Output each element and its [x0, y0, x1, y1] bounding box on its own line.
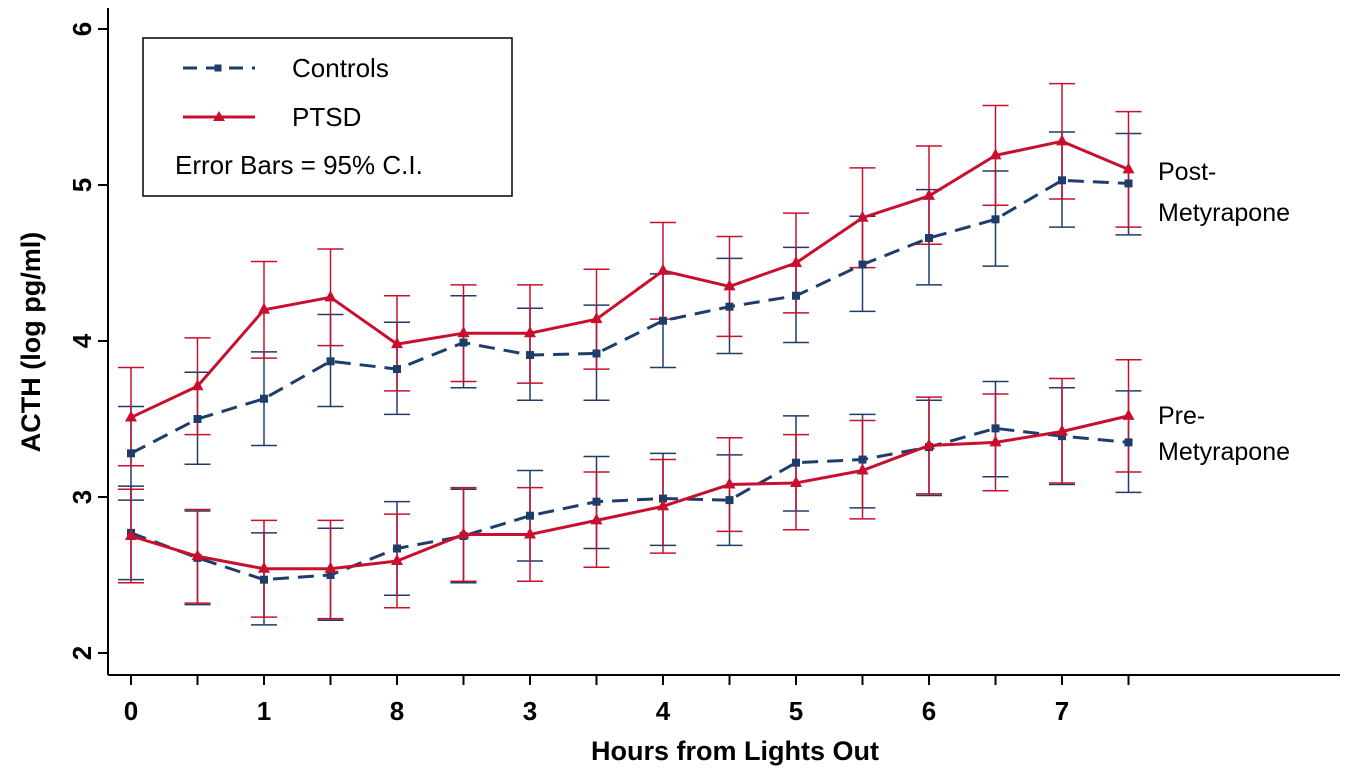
controls-post-metyrapone-point	[193, 415, 202, 423]
controls-post-metyrapone-point	[1124, 179, 1133, 188]
controls-post-metyrapone-line	[130, 178, 1129, 455]
x-tick-label: 6	[922, 696, 936, 726]
controls-post-metyrapone-point	[260, 394, 268, 403]
annotation-pre-line2: Metyrapone	[1158, 438, 1290, 466]
y-tick-label: 4	[67, 333, 97, 348]
ptsd-pre-metyrapone-line	[130, 414, 1129, 571]
ptsd-post-metyrapone-point	[125, 410, 137, 422]
controls-pre-metyrapone-point	[526, 511, 534, 520]
controls-pre-metyrapone-point	[1124, 438, 1133, 447]
controls-pre-metyrapone-point	[725, 496, 734, 505]
controls-post-metyrapone-point	[725, 302, 734, 311]
legend-controls-marker	[214, 64, 222, 72]
ptsd-pre-metyrapone-point	[125, 529, 137, 540]
controls-post-metyrapone-point	[858, 260, 867, 269]
y-tick-label: 5	[67, 178, 97, 192]
x-tick-label: 7	[1055, 696, 1069, 726]
y-tick-label: 2	[67, 646, 97, 660]
ptsd-pre-metyrapone-point	[524, 527, 536, 539]
ptsd-pre-metyrapone-point	[1122, 408, 1135, 420]
ptsd-post-metyrapone-point	[324, 290, 337, 302]
controls-pre-metyrapone-point	[393, 544, 401, 553]
ptsd-pre-metyrapone-point	[590, 513, 603, 525]
ptsd-post-metyrapone-point	[657, 263, 669, 275]
annotation-pre-line1: Pre-	[1158, 402, 1205, 430]
controls-post-metyrapone-point	[925, 234, 933, 243]
ptsd-post-metyrapone-point	[258, 302, 270, 314]
series-lines	[130, 139, 1130, 582]
x-tick-label: 5	[789, 696, 803, 726]
controls-pre-metyrapone-point	[792, 458, 800, 467]
series-markers	[125, 134, 1135, 584]
y-axis-title: ACTH (log pg/ml)	[16, 232, 46, 452]
ptsd-post-metyrapone-line	[130, 139, 1130, 419]
controls-post-metyrapone-point	[1058, 176, 1066, 185]
controls-post-metyrapone-point	[393, 365, 401, 374]
controls-pre-metyrapone-point	[659, 494, 667, 503]
ptsd-post-metyrapone-point	[1056, 134, 1068, 146]
legend-controls-label: Controls	[292, 53, 389, 83]
x-tick-label: 0	[124, 696, 138, 726]
ptsd-pre-metyrapone-point	[324, 561, 337, 573]
controls-pre-metyrapone-point	[991, 424, 1000, 433]
ptsd-post-metyrapone-point	[1122, 162, 1135, 174]
x-tick-label: 3	[523, 696, 537, 726]
x-tick-label: 8	[390, 696, 404, 726]
controls-post-metyrapone-point	[459, 338, 468, 347]
ptsd-pre-metyrapone-point	[989, 435, 1002, 447]
y-tick-label: 6	[67, 22, 97, 36]
x-axis-title: Hours from Lights Out	[591, 736, 879, 766]
controls-pre-metyrapone-point	[858, 455, 867, 464]
ticks: 2 3 4 5 6 0 1 8 3 4 5 6 7	[67, 22, 1130, 726]
ptsd-pre-metyrapone-point	[457, 527, 470, 539]
ptsd-pre-metyrapone-point	[657, 499, 669, 511]
ptsd-post-metyrapone-point	[191, 379, 204, 391]
ptsd-post-metyrapone-point	[989, 148, 1002, 160]
controls-post-metyrapone-point	[326, 357, 335, 366]
annotation-post-line1: Post-	[1158, 158, 1216, 186]
ptsd-post-metyrapone-point	[524, 326, 536, 338]
ptsd-post-metyrapone-point	[856, 210, 869, 222]
controls-post-metyrapone-point	[526, 351, 534, 360]
controls-pre-metyrapone-line	[130, 426, 1129, 582]
legend-ptsd-label: PTSD	[292, 102, 361, 132]
ptsd-post-metyrapone-point	[391, 337, 403, 349]
controls-post-metyrapone-point	[659, 316, 667, 325]
ptsd-pre-metyrapone-point	[790, 475, 802, 487]
ptsd-post-metyrapone-point	[790, 256, 802, 267]
ptsd-post-metyrapone-point	[923, 188, 935, 200]
ptsd-pre-metyrapone-point	[1056, 424, 1068, 436]
y-tick-label: 3	[67, 490, 97, 504]
legend-ptsd-marker	[213, 111, 225, 121]
legend: Controls PTSD Error Bars = 95% C.I.	[142, 37, 513, 197]
controls-pre-metyrapone-point	[592, 497, 601, 506]
ptsd-post-metyrapone-point	[457, 326, 470, 338]
x-tick-label: 4	[656, 696, 671, 726]
ptsd-pre-metyrapone-point	[258, 561, 270, 573]
ptsd-post-metyrapone-point	[590, 312, 603, 324]
ptsd-post-metyrapone-point	[723, 279, 736, 291]
controls-post-metyrapone-point	[792, 291, 800, 300]
ptsd-pre-metyrapone-point	[856, 463, 869, 475]
ptsd-pre-metyrapone-point	[923, 438, 935, 450]
ptsd-pre-metyrapone-point	[391, 553, 403, 565]
controls-post-metyrapone-point	[991, 215, 1000, 224]
annotation-post-line2: Metyrapone	[1158, 199, 1290, 227]
controls-pre-metyrapone-point	[326, 571, 335, 579]
ptsd-pre-metyrapone-point	[723, 477, 736, 489]
controls-pre-metyrapone-point	[260, 575, 268, 584]
x-tick-label: 1	[257, 696, 271, 726]
legend-note: Error Bars = 95% C.I.	[175, 150, 423, 180]
ptsd-pre-metyrapone-point	[191, 549, 204, 561]
controls-post-metyrapone-point	[592, 349, 601, 358]
controls-pre-metyrapone-point	[1058, 432, 1066, 441]
controls-post-metyrapone-point	[127, 449, 135, 458]
